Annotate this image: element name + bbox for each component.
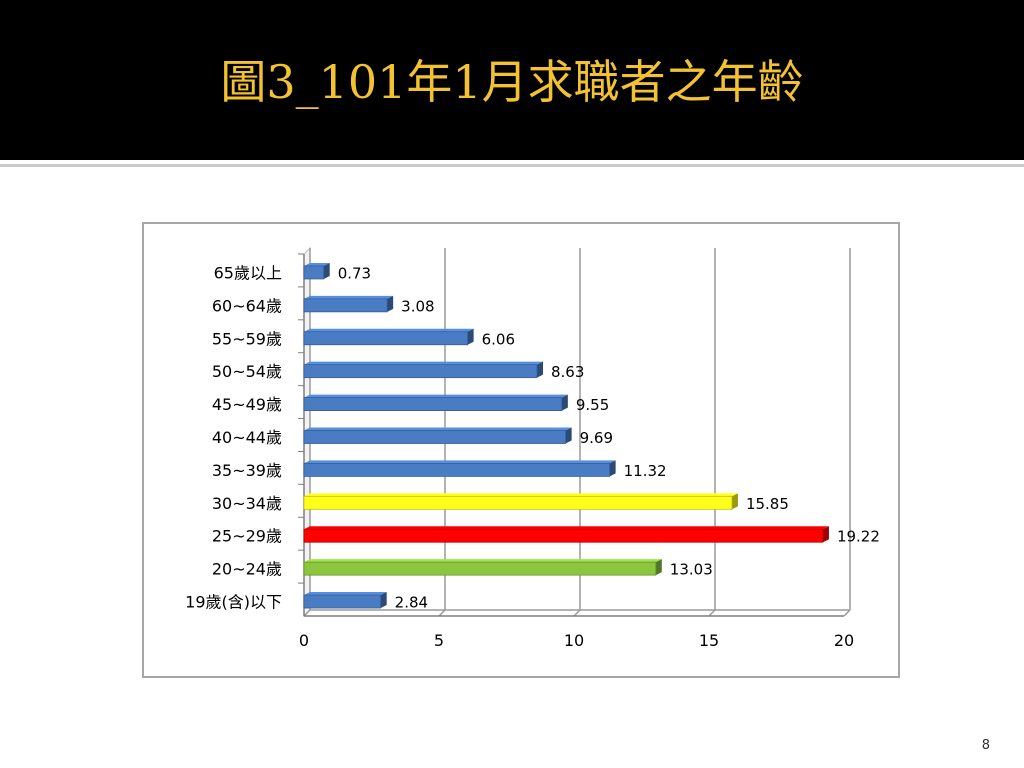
category-label: 30~34歲 bbox=[212, 494, 282, 513]
bar bbox=[303, 430, 567, 444]
bar-end bbox=[655, 559, 662, 576]
bar bbox=[303, 331, 469, 346]
bar-end bbox=[561, 394, 568, 411]
bar-top bbox=[304, 427, 572, 431]
bar bbox=[303, 463, 611, 477]
bar-end bbox=[609, 460, 616, 477]
x-tick-label: 10 bbox=[564, 631, 584, 650]
bar-value-label: 3.08 bbox=[401, 297, 434, 315]
bar-end bbox=[380, 592, 387, 609]
category-label: 35~39歲 bbox=[212, 461, 282, 480]
bar-value-label: 9.69 bbox=[580, 429, 613, 447]
bar-top bbox=[304, 394, 568, 398]
category-label: 45~49歲 bbox=[212, 395, 282, 414]
bar bbox=[303, 397, 563, 411]
bar-end bbox=[731, 493, 738, 510]
bar-value-label: 9.55 bbox=[576, 396, 609, 414]
category-label: 55~59歲 bbox=[212, 329, 282, 348]
bar-value-label: 19.22 bbox=[837, 528, 880, 546]
category-label: 20~24歲 bbox=[212, 560, 282, 579]
bar-value-label: 15.85 bbox=[746, 495, 789, 513]
bar-value-label: 11.32 bbox=[624, 462, 667, 480]
bar-value-label: 8.63 bbox=[551, 363, 584, 381]
bar-end bbox=[387, 295, 394, 312]
bar-top bbox=[304, 295, 394, 299]
bar-chart: 0 5 10 15 20 0.73 65歲以上 3.08 60~64歲 6.06 55~59歲 8.6… bbox=[185, 246, 880, 650]
gridline-floor bbox=[438, 609, 446, 617]
bar-top bbox=[304, 262, 330, 266]
x-tick-label: 15 bbox=[699, 631, 719, 650]
bar-end bbox=[537, 361, 544, 378]
bar bbox=[303, 298, 388, 313]
bar-value-label: 6.06 bbox=[482, 330, 515, 348]
bar-end bbox=[467, 328, 474, 345]
bar-end bbox=[822, 526, 829, 543]
gridline-floor bbox=[573, 609, 581, 617]
bar-top bbox=[304, 361, 544, 365]
bar-top bbox=[304, 592, 387, 596]
gridline-floor bbox=[303, 609, 311, 617]
bar-value-label: 2.84 bbox=[395, 594, 428, 612]
bar-value-label: 13.03 bbox=[670, 561, 713, 579]
header-divider bbox=[0, 164, 1024, 167]
bar-top bbox=[304, 493, 738, 497]
slide-header: 圖3_101年1月求職者之年齡 bbox=[0, 0, 1024, 160]
page-number: 8 bbox=[981, 738, 990, 753]
bar-top bbox=[304, 328, 474, 332]
x-tick-label: 5 bbox=[434, 631, 444, 650]
x-tick-label: 0 bbox=[299, 631, 309, 650]
bar-value-label: 0.73 bbox=[338, 264, 371, 282]
bar-end bbox=[565, 427, 572, 444]
category-label: 60~64歲 bbox=[212, 296, 282, 315]
x-tick-label: 20 bbox=[834, 631, 854, 650]
gridline-floor bbox=[843, 609, 851, 617]
bar-end bbox=[323, 262, 330, 279]
bar-top bbox=[304, 559, 662, 563]
bar bbox=[303, 495, 733, 510]
category-label: 25~29歲 bbox=[212, 527, 282, 546]
bar bbox=[303, 528, 824, 543]
category-label: 50~54歲 bbox=[212, 362, 282, 381]
category-label: 65歲以上 bbox=[214, 263, 282, 282]
gridline-floor bbox=[708, 609, 716, 617]
chart-frame: 0 5 10 15 20 0.73 65歲以上 3.08 60~64歲 6.06 55~59歲 8.6… bbox=[142, 222, 900, 678]
bar-top bbox=[304, 526, 829, 530]
bar bbox=[303, 561, 657, 576]
bar bbox=[303, 265, 325, 280]
slide-title: 圖3_101年1月求職者之年齡 bbox=[220, 55, 804, 109]
category-label: 40~44歲 bbox=[212, 428, 282, 447]
bar bbox=[303, 594, 382, 609]
bar bbox=[303, 364, 538, 379]
bar-top bbox=[304, 460, 616, 464]
category-label: 19歲(含)以下 bbox=[185, 593, 282, 612]
